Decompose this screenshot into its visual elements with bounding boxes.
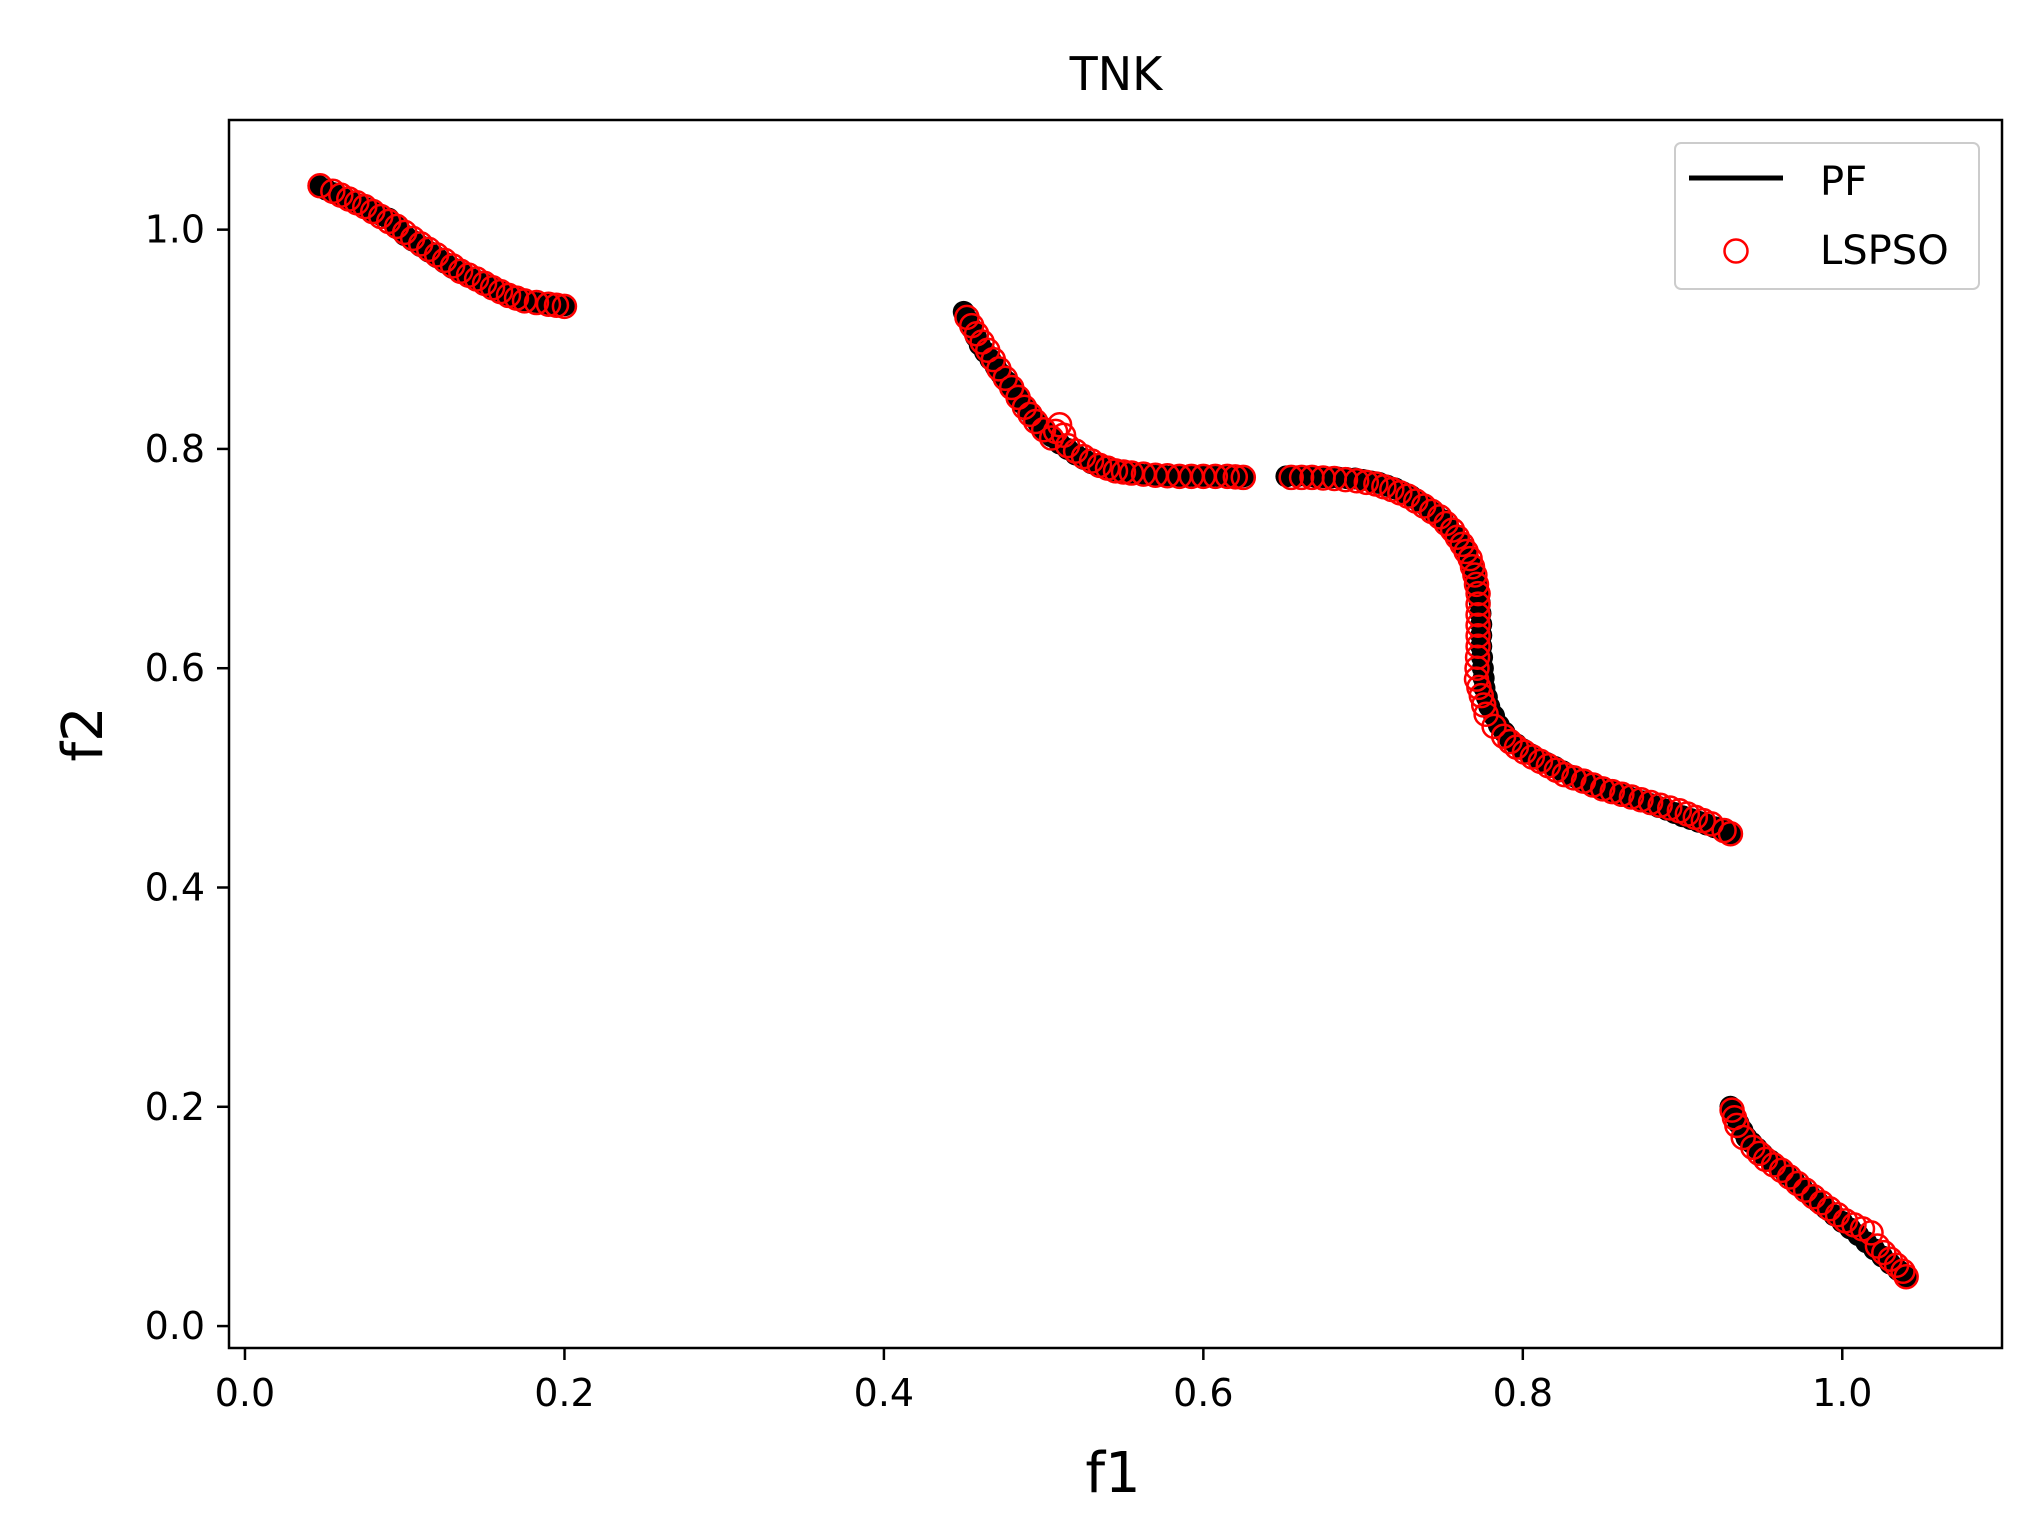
lspso-point: [1427, 504, 1453, 530]
lspso-point: [1030, 416, 1057, 443]
lspso-point: [1890, 1258, 1916, 1284]
lspso-point: [551, 293, 578, 320]
legend-label-pf: PF: [1820, 159, 1867, 205]
lspso-point: [1724, 1112, 1750, 1139]
x-axis-label: f1: [1085, 1441, 1140, 1506]
x-axis-ticks: 0.0 0.2 0.4 0.6 0.8 1.0: [215, 1348, 1872, 1415]
lspso-point: [1465, 623, 1491, 649]
plot-points: [307, 173, 1919, 1290]
lspso-point: [1444, 524, 1471, 550]
lspso-point: [1353, 469, 1380, 496]
y-tick-label: 1.0: [145, 208, 205, 252]
lspso-point: [1628, 787, 1654, 813]
lspso-point: [1288, 464, 1315, 491]
lspso-point: [1110, 459, 1137, 485]
lspso-point: [1465, 580, 1491, 607]
lspso-point: [1017, 401, 1043, 428]
lspso-point: [1464, 655, 1490, 681]
y-tick-label: 0.4: [145, 866, 205, 910]
y-tick-label: 0.8: [145, 427, 205, 471]
lspso-point: [1599, 778, 1626, 805]
lspso-point: [1439, 517, 1466, 543]
lspso-point: [1202, 463, 1229, 490]
lspso-point: [1808, 1189, 1835, 1216]
y-tick-label: 0.0: [145, 1304, 205, 1348]
lspso-point: [1760, 1152, 1787, 1178]
lspso-point: [1468, 682, 1495, 709]
lspso-point: [1038, 425, 1065, 451]
lspso-point: [511, 288, 538, 314]
lspso-point: [1465, 591, 1491, 617]
lspso-point: [1784, 1170, 1811, 1197]
chart-title: TNK: [1069, 47, 1165, 101]
lspso-point: [1332, 466, 1359, 493]
lspso-point: [1343, 467, 1370, 494]
lspso-point: [1776, 1164, 1803, 1190]
lspso-point: [1050, 422, 1077, 448]
lspso-point: [1462, 562, 1488, 588]
plot-frame: [227, 118, 2004, 1350]
legend-label-lspso: LSPSO: [1820, 228, 1949, 274]
lspso-point: [1637, 789, 1664, 816]
lspso-point: [1589, 776, 1616, 802]
legend: PF LSPSO: [1674, 142, 1980, 290]
y-axis-ticks: 0.0 0.2 0.4 0.6 0.8 1.0: [145, 208, 229, 1348]
lspso-point: [543, 292, 570, 319]
lspso-point: [1717, 821, 1744, 847]
lspso-point: [1893, 1263, 1919, 1290]
lspso-point: [307, 173, 333, 199]
lspso-point: [1657, 795, 1683, 821]
lspso-point: [1768, 1157, 1795, 1184]
y-axis-label: f2: [51, 706, 116, 761]
lspso-point: [1647, 792, 1673, 819]
lspso-point: [1816, 1196, 1843, 1222]
y-tick-label: 0.2: [145, 1085, 205, 1129]
lspso-point: [1858, 1220, 1884, 1246]
lspso-point: [383, 213, 410, 240]
x-tick-label: 0.2: [534, 1371, 594, 1415]
lspso-point: [1465, 612, 1491, 638]
lspso-point: [1470, 692, 1497, 718]
lspso-point: [1102, 458, 1129, 484]
lspso-point: [1481, 713, 1507, 740]
lspso-point: [1463, 571, 1490, 598]
x-tick-label: 0.8: [1493, 1371, 1553, 1415]
lspso-point: [1230, 464, 1257, 491]
lspso-point: [1222, 464, 1249, 490]
x-tick-label: 0.6: [1173, 1371, 1233, 1415]
lspso-point: [1022, 408, 1049, 435]
x-tick-label: 0.0: [215, 1371, 275, 1415]
lspso-point: [535, 291, 562, 317]
lspso-point: [1864, 1233, 1891, 1259]
lspso-point: [1465, 601, 1491, 628]
lspso-point: [1278, 464, 1304, 491]
lspso-point: [1214, 463, 1241, 490]
x-tick-label: 1.0: [1812, 1371, 1872, 1415]
lspso-point: [1609, 781, 1635, 808]
lspso-point: [1730, 1124, 1756, 1151]
lspso-point: [1792, 1177, 1819, 1203]
lspso-point: [523, 289, 550, 316]
x-tick-label: 0.4: [854, 1371, 914, 1415]
lspso-point: [1800, 1183, 1827, 1210]
legend-lspso-marker-icon: [1723, 238, 1749, 264]
lspso-point: [1618, 784, 1645, 810]
y-tick-label: 0.6: [145, 646, 205, 690]
